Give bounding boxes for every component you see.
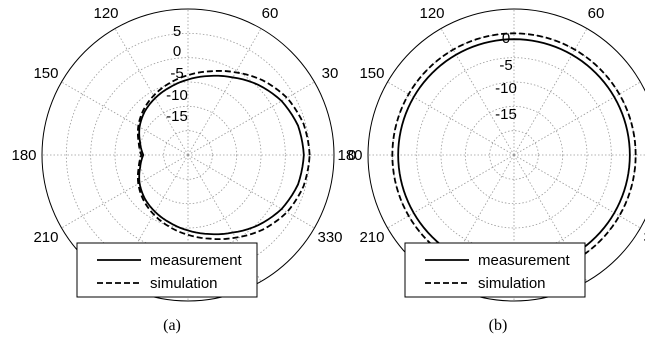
grid-spoke <box>187 81 315 156</box>
radial-tick-label: -15 <box>495 106 517 123</box>
angle-tick-label: 120 <box>93 5 118 22</box>
caption-a: (a) <box>163 317 181 334</box>
angle-labels-a: 0306090120150180210330 <box>11 5 356 246</box>
angle-labels-b: 0306090120150180210330 <box>337 5 645 246</box>
grid-ring <box>464 105 564 205</box>
radial-tick-label: 0 <box>173 43 181 60</box>
angle-tick-label: 60 <box>588 5 605 22</box>
grid-ring <box>416 57 612 253</box>
radial-tick-label: -10 <box>166 87 188 104</box>
legend-label-simulation-a: simulation <box>150 275 218 292</box>
angle-tick-label: 180 <box>11 147 36 164</box>
grid-ring <box>90 57 286 253</box>
angle-tick-label: 30 <box>322 65 339 82</box>
angle-tick-label: 180 <box>337 147 362 164</box>
angle-tick-label: 330 <box>644 229 645 246</box>
radial-tick-label: -5 <box>170 65 183 82</box>
radial-tick-label: -5 <box>499 57 512 74</box>
series-line-simulation <box>391 32 637 278</box>
angle-tick-label: 150 <box>33 65 58 82</box>
grid-spoke <box>387 154 515 229</box>
series-line-measurement <box>138 74 305 236</box>
angle-tick-label: 120 <box>419 5 444 22</box>
radial-tick-label: -15 <box>166 108 188 125</box>
series-group-a <box>136 69 311 241</box>
radial-labels-b: 0 -5 -10 -15 <box>495 30 517 123</box>
polar-chart-a: 0306090120150180210330 50-5-10-15 measur… <box>11 5 356 334</box>
angle-tick-label: 60 <box>262 5 279 22</box>
radial-labels-a: 5 0 -5 -10 -15 <box>166 23 188 125</box>
angle-tick-label: 210 <box>33 229 58 246</box>
grid-spoke <box>513 81 641 156</box>
radial-tick-label: 5 <box>173 23 181 40</box>
grid-ring <box>163 130 213 180</box>
radial-tick-label: 0 <box>502 30 510 47</box>
caption-b: (b) <box>489 317 508 334</box>
angle-tick-label: 0 <box>348 147 356 164</box>
angle-tick-label: 210 <box>359 229 384 246</box>
legend-b: measurement simulation <box>404 242 586 298</box>
legend-label-simulation-b: simulation <box>478 275 546 292</box>
angle-tick-label: 150 <box>359 65 384 82</box>
grid-ring <box>440 81 588 229</box>
radial-tick-label: -10 <box>495 80 517 97</box>
grid-ring <box>114 81 262 229</box>
outer-ring <box>367 8 645 302</box>
outer-ring <box>41 8 335 302</box>
angle-tick-label: 330 <box>318 229 343 246</box>
grid-spoke <box>61 154 189 229</box>
legend-box-b <box>404 242 586 298</box>
grid-ring <box>489 130 539 180</box>
legend-label-measurement-b: measurement <box>478 252 571 269</box>
legend-a: measurement simulation <box>76 242 258 298</box>
legend-box-a <box>76 242 258 298</box>
series-line-simulation <box>136 69 311 241</box>
grid-ring <box>138 105 238 205</box>
legend-label-measurement-a: measurement <box>150 252 243 269</box>
polar-chart-b: 0306090120150180210330 0-5-10-15 measure… <box>337 5 645 334</box>
grid-spoke <box>187 154 315 229</box>
grid-spoke <box>513 154 641 229</box>
